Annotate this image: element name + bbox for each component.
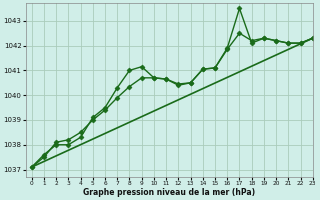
X-axis label: Graphe pression niveau de la mer (hPa): Graphe pression niveau de la mer (hPa) xyxy=(83,188,255,197)
